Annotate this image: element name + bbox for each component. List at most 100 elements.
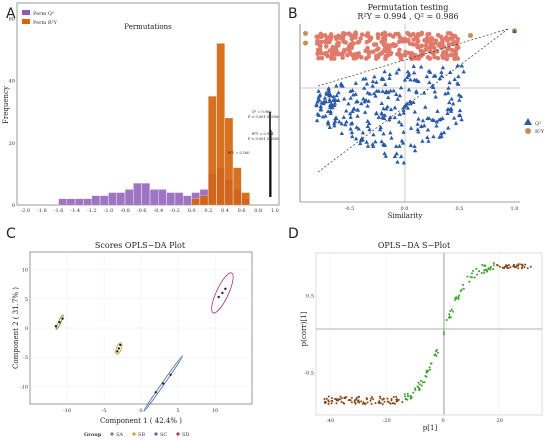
q2-point [439,73,444,78]
r2y-point [341,31,346,37]
histogram-x-tick: 0.2 [204,208,212,214]
q2-point [455,80,460,85]
r2y-point [433,38,439,43]
r2y-point [351,56,357,61]
q2-point [374,79,379,84]
q2-point [412,144,417,149]
r2y-point [440,37,445,43]
r2y-point [315,38,320,44]
scores-legend-label: SA [116,432,123,438]
q2-point [406,87,412,92]
q2-point [430,117,435,122]
splot-point [386,400,389,403]
splot-point [395,400,398,403]
histogram-bar [125,189,134,206]
splot-point [515,265,518,268]
q2-point [408,126,414,130]
permutation-title: Permutation testing [368,3,449,12]
q2-point [377,127,383,132]
q2-point [392,154,398,159]
r2y-point [319,55,325,61]
scores-legend-label: SD [182,432,189,438]
splot-point [435,349,438,352]
splot-point [453,298,456,301]
q2-point [398,154,404,159]
q2-point [383,106,389,111]
splot-point [448,316,451,319]
q2-point [364,81,370,86]
splot-y-tick: 0.5 [306,293,314,299]
splot-point [397,398,400,401]
q2-point [405,105,411,110]
r2y-point [347,32,353,38]
q2-point [387,75,392,80]
q2-point [434,123,439,128]
splot-point [426,369,429,372]
q2-point [416,129,421,134]
q2-point [379,139,384,144]
q2-point [456,92,462,97]
scores-y-tick: 0 [25,326,28,332]
histogram-bar [149,189,159,206]
q2-point [408,142,414,147]
q2-point [332,121,337,125]
q2-point [414,90,419,95]
q2-point [420,118,426,123]
legend-marker-q2 [524,118,532,125]
q2-point [381,131,386,136]
r2y-point [303,31,308,37]
splot-point [417,381,420,384]
splot-point [475,267,478,270]
histogram-bar [174,192,184,206]
q2-point [439,70,444,74]
q2-point [327,99,332,104]
histogram-bar [208,96,217,206]
q2-point [383,90,388,95]
q2-point [399,138,405,143]
splot-point [421,381,424,384]
scores-legend-label: SB [138,432,145,438]
q2-point [402,77,408,82]
scores-y-tick: -10 [20,384,28,390]
q2-point [388,107,394,112]
histogram-x-tick: -1.4 [70,208,80,214]
splot-point [414,389,417,392]
splot-point [445,318,448,321]
q2-point [394,151,399,156]
q2-point [392,115,398,120]
splot-point [386,397,389,400]
q2-point [365,90,370,95]
splot-point [365,397,368,400]
splot-x-tick: 0 [442,418,445,424]
splot-point [468,280,471,283]
score-point [117,347,121,350]
q2-point [445,90,451,95]
q2-point [358,141,363,146]
splot-point [501,266,504,269]
q2-point [395,96,400,101]
splot-point [513,265,516,268]
splot-point [360,400,363,403]
r2y-point [371,42,377,47]
splot-point [357,399,360,402]
q2-point [401,160,407,165]
histogram-x-tick: -1.0 [104,208,114,214]
r2y-point [452,33,458,39]
splot-point [330,402,333,405]
q2-point [430,85,436,89]
histogram-bar [91,195,100,206]
splot-point [521,264,524,267]
r2y-point [328,32,334,37]
splot-point [451,310,454,313]
splot-point [520,263,523,266]
q2-point [441,130,447,135]
splot-point [492,262,495,265]
q2-point [415,127,420,132]
r2y-point [363,48,369,54]
permutation-panel: Permutation testing R²Y = 0.994 , Q² = 0… [299,3,545,220]
splot-point [420,384,423,387]
r2y-point [336,33,341,39]
q2-point [316,113,322,118]
r2y-point [314,34,320,39]
r2y-point [382,43,387,48]
